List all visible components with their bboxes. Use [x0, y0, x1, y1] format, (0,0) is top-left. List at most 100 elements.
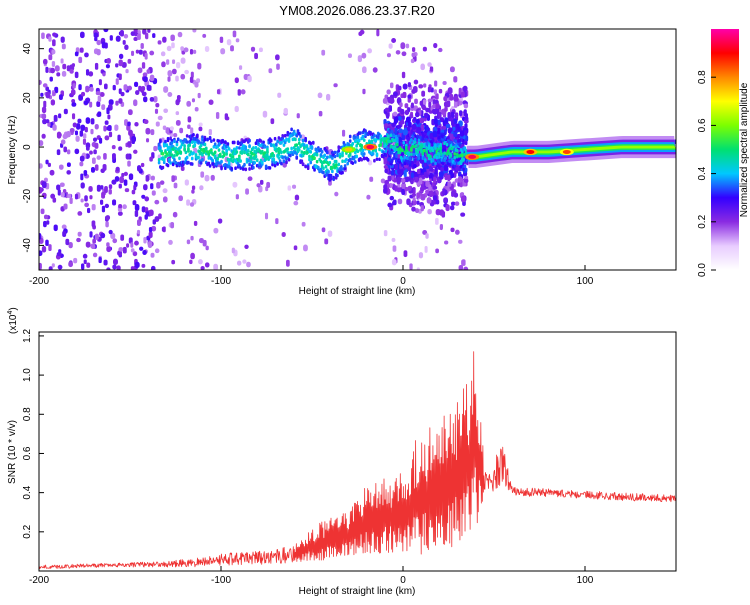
heatmap-cell [444, 106, 448, 112]
heatmap-cell [411, 192, 417, 197]
heatmap-cell [327, 169, 330, 174]
heatmap-cell [134, 204, 140, 211]
heatmap-cell [79, 47, 84, 53]
heatmap-cell [455, 166, 460, 171]
heatmap-cell [148, 209, 154, 217]
heatmap-cell [463, 178, 469, 183]
heatmap-cell [99, 137, 103, 144]
heatmap-cell [189, 259, 193, 265]
heatmap-cell [401, 148, 404, 153]
heatmap-cell [268, 166, 272, 170]
heatmap-cell [247, 75, 252, 83]
heatmap-cell [94, 123, 99, 130]
heatmap-cell [347, 142, 351, 147]
heatmap-cell [56, 149, 61, 156]
heatmap-cell [403, 170, 407, 178]
heatmap-cell [78, 84, 82, 91]
heatmap-cell [216, 89, 221, 95]
heatmap-cell [331, 169, 334, 174]
heatmap-cell [83, 100, 89, 106]
heatmap-cell [422, 99, 427, 105]
heatmap-cell [205, 245, 209, 251]
heatmap-cell [39, 163, 43, 169]
heatmap-cell [437, 127, 441, 135]
heatmap-cell [366, 158, 370, 162]
heatmap-cell [242, 259, 247, 264]
heatmap-cell [159, 180, 165, 185]
heatmap-cell [230, 166, 234, 171]
heatmap-cell [173, 157, 176, 162]
heatmap-cell [190, 156, 194, 161]
heatmap-cell [268, 68, 273, 74]
heatmap-cell [337, 145, 341, 149]
heatmap-cell [419, 177, 423, 185]
heatmap-cell [313, 156, 316, 161]
heatmap-cell [258, 185, 263, 193]
heatmap-cell [372, 67, 378, 73]
heatmap-cell [82, 253, 88, 259]
heatmap-cell [84, 202, 90, 208]
heatmap-cell [173, 139, 176, 144]
heatmap-cell [266, 181, 271, 188]
heatmap-cell [431, 162, 435, 166]
heatmap-cell [149, 96, 155, 102]
heatmap-cell [391, 259, 397, 266]
heatmap-cell [408, 157, 412, 161]
heatmap-cell [258, 47, 263, 53]
heatmap-cell [283, 133, 287, 138]
heatmap-cell [123, 33, 129, 39]
heatmap-cell [453, 76, 458, 83]
heatmap-cell [217, 148, 221, 152]
heatmap-y-tick-label: -20 [22, 189, 33, 204]
heatmap-cell [348, 139, 352, 143]
heatmap-cell [387, 106, 392, 112]
heatmap-cell [118, 53, 124, 59]
heatmap-cell [286, 259, 290, 267]
heatmap-cell [107, 114, 111, 120]
heatmap-cell [334, 191, 339, 197]
heatmap-cell [135, 49, 140, 54]
heatmap-cell [40, 92, 44, 97]
heatmap-cell [266, 150, 269, 154]
heatmap-cell [162, 125, 167, 130]
heatmap-cell [366, 194, 371, 200]
heatmap-cell [407, 185, 412, 191]
heatmap-cell [118, 73, 122, 81]
heatmap-cell [134, 261, 140, 269]
heatmap-cell [74, 51, 79, 57]
heatmap-cell [362, 152, 366, 156]
heatmap-cell [138, 85, 142, 92]
heatmap-cell [375, 152, 379, 156]
heatmap-cell [390, 98, 395, 104]
heatmap-cell [445, 123, 451, 128]
heatmap-cell [445, 142, 449, 147]
heatmap-cell [203, 137, 207, 142]
heatmap-cell [273, 136, 277, 141]
heatmap-cell [413, 116, 417, 122]
heatmap-cell [41, 32, 45, 40]
heatmap-cell [463, 266, 469, 270]
heatmap-cell [60, 36, 65, 43]
heatmap-cell [143, 237, 147, 244]
heatmap-cell [75, 135, 80, 142]
heatmap-cell [208, 164, 212, 168]
heatmap-cell [292, 184, 297, 189]
heatmap-cell [408, 133, 412, 137]
heatmap-cell [457, 176, 463, 183]
heatmap-cell [57, 189, 61, 196]
heatmap-cell [411, 144, 414, 149]
heatmap-cell [157, 40, 162, 45]
heatmap-cell [412, 85, 418, 93]
heatmap-cell [431, 138, 435, 142]
heatmap-cell [137, 67, 143, 74]
heatmap-cell [192, 151, 195, 155]
heatmap-cell [100, 185, 104, 190]
snr-y-tick-label: 0.4 [22, 485, 33, 499]
snr-scale-factor: (x104) [7, 307, 19, 334]
heatmap-cell [197, 92, 201, 99]
heatmap-cell [453, 131, 458, 138]
heatmap-cell [101, 104, 106, 111]
heatmap-cell [200, 266, 205, 270]
heatmap-cell [224, 113, 229, 120]
